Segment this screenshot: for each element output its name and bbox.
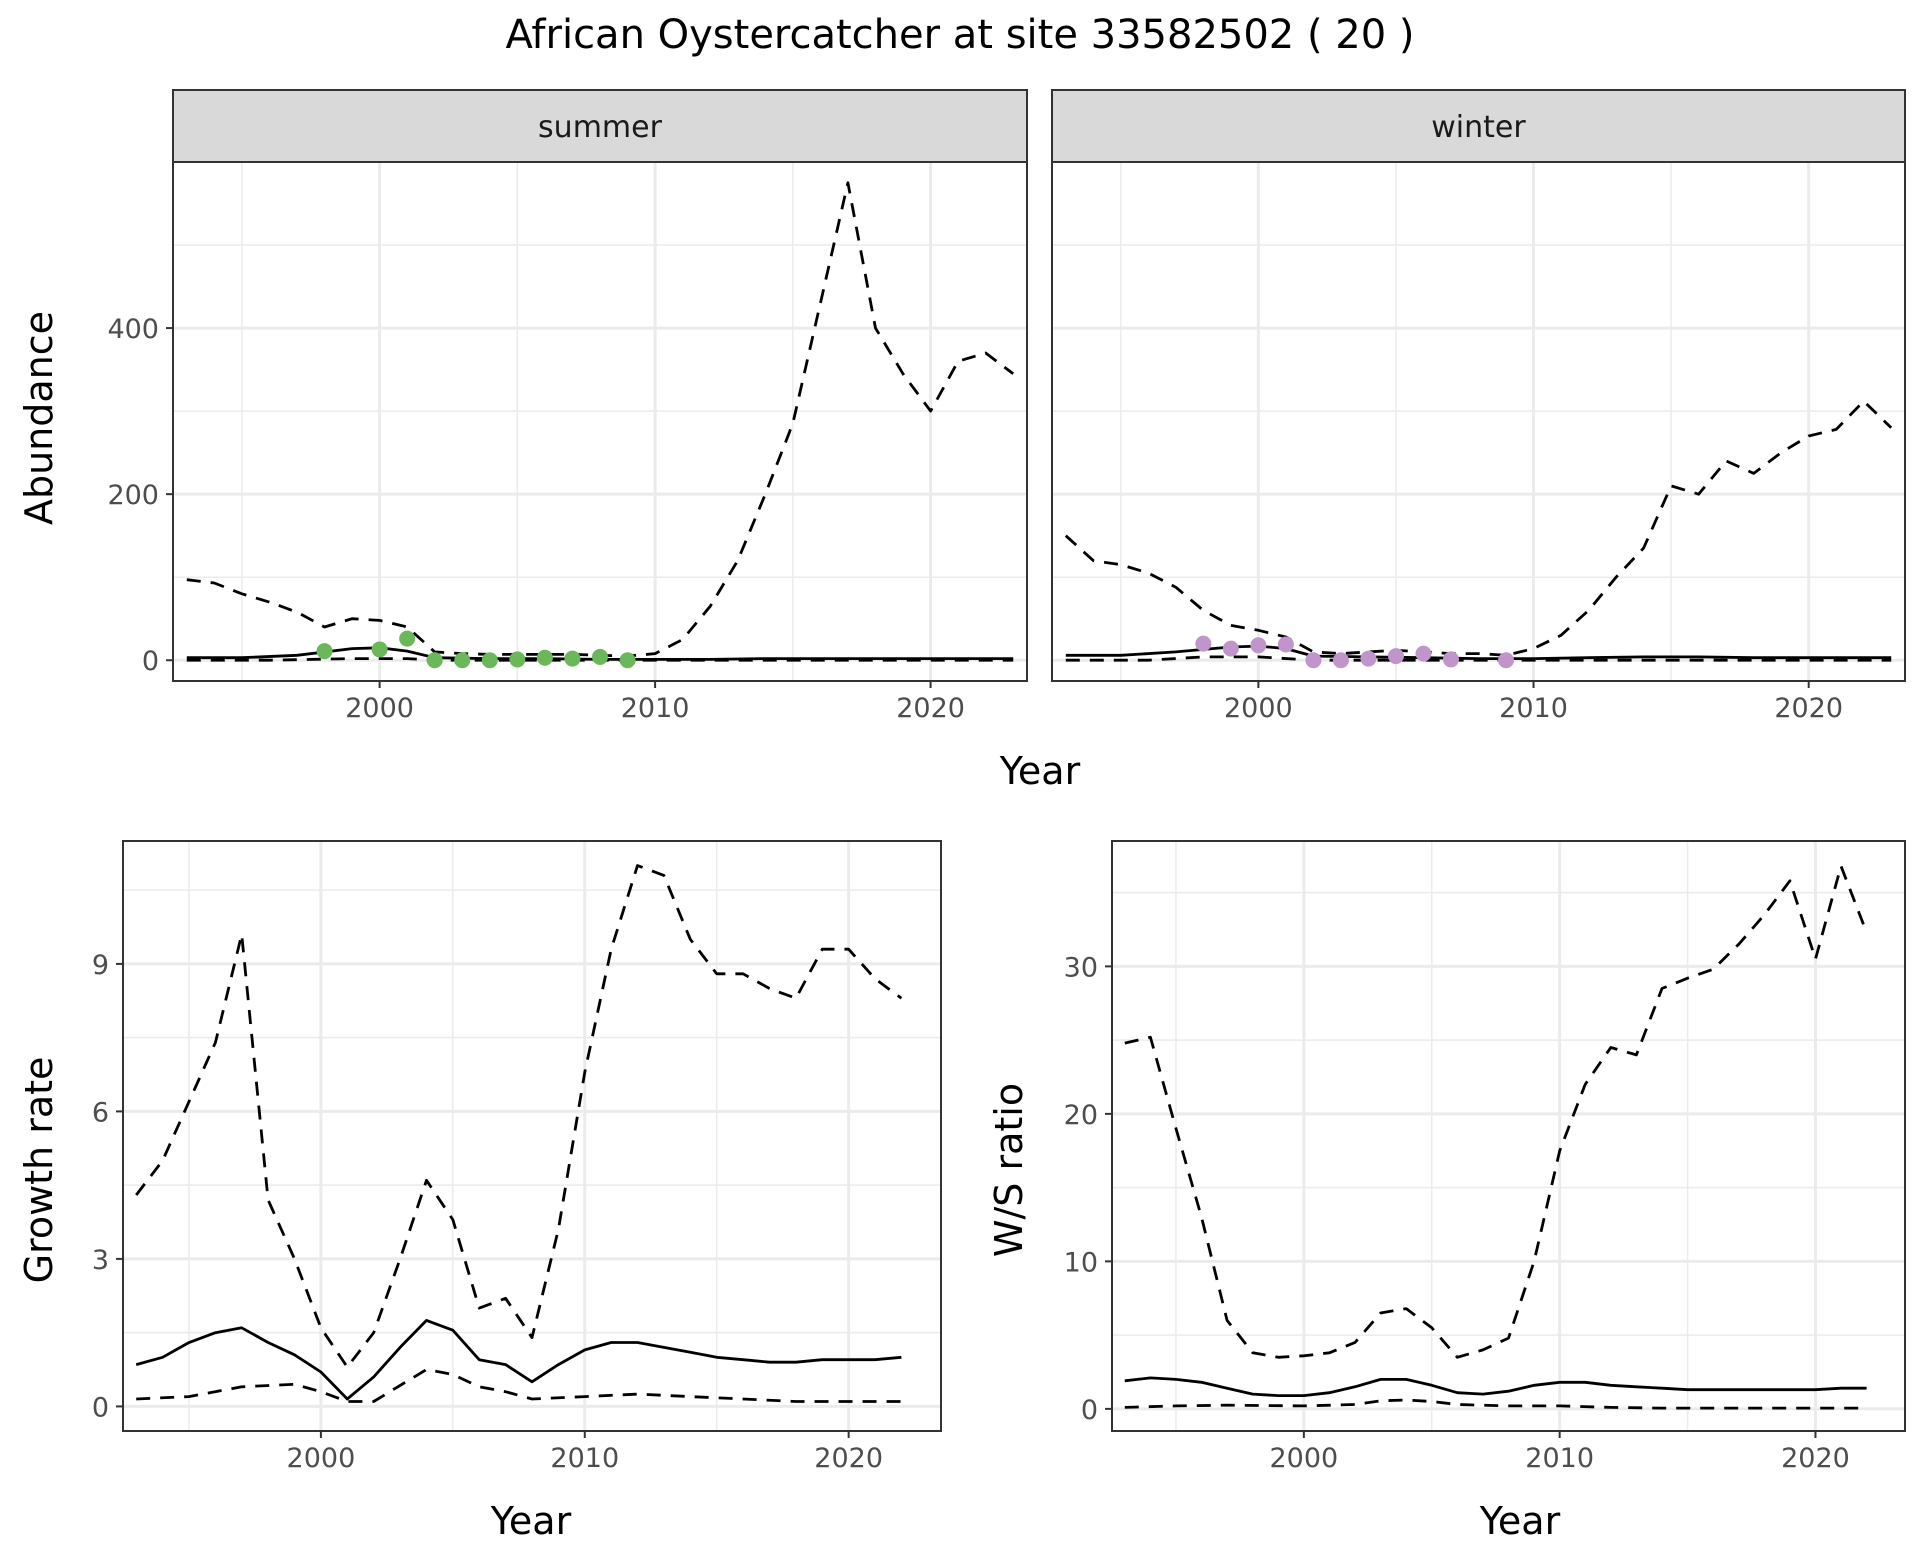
series-line-dashed-upper <box>1064 399 1893 657</box>
data-point <box>536 649 553 666</box>
series-line-dashed-lower <box>1124 1398 1867 1410</box>
growth-x-axis-title: Year <box>490 1499 572 1543</box>
data-point <box>619 652 636 669</box>
data-point <box>1415 645 1432 662</box>
facet-strip-label: summer <box>538 110 663 145</box>
y-tick-label: 10 <box>1064 1247 1098 1278</box>
data-point <box>1498 652 1515 669</box>
y-tick-label: 200 <box>107 480 159 511</box>
x-tick-label: 2020 <box>1774 693 1843 724</box>
y-tick-label: 0 <box>1081 1395 1098 1426</box>
series-line-dashed-upper <box>1124 864 1868 1359</box>
data-point <box>1222 640 1239 657</box>
growth-y-axis-title: Growth rate <box>17 1057 61 1284</box>
x-tick-label: 2010 <box>621 693 690 724</box>
facet-strip <box>1051 89 1906 163</box>
data-point <box>454 652 471 669</box>
ws-x-axis-title: Year <box>1479 1499 1561 1543</box>
y-tick-label: 0 <box>142 646 159 677</box>
facet-strip <box>172 89 1028 163</box>
x-tick-label: 2010 <box>1499 693 1568 724</box>
y-tick-label: 30 <box>1064 952 1098 983</box>
panel-background <box>1112 841 1905 1431</box>
panel-border <box>1111 840 1906 1432</box>
x-tick-label: 2000 <box>1269 1443 1338 1474</box>
data-point <box>426 652 443 669</box>
y-tick-label: 400 <box>107 314 159 345</box>
series-line-dashed-lower <box>1065 655 1892 662</box>
data-point <box>316 643 333 660</box>
data-point <box>509 651 526 668</box>
y-tick-label: 3 <box>92 1245 109 1276</box>
data-point <box>564 650 581 667</box>
figure-title: African Oystercatcher at site 33582502 (… <box>505 12 1414 58</box>
x-tick-label: 2020 <box>1781 1443 1850 1474</box>
x-tick-label: 2020 <box>814 1443 883 1474</box>
y-tick-label: 6 <box>92 1097 109 1128</box>
x-tick-label: 2020 <box>896 693 965 724</box>
series-line-dashed-lower <box>136 1368 902 1403</box>
abundance-panel-summer: 2000 2010 2020 0 200 400 summer <box>107 89 1028 724</box>
data-point <box>1305 652 1322 669</box>
x-tick-label: 2010 <box>550 1443 619 1474</box>
panel-background <box>173 162 1027 681</box>
series-line-dashed-lower <box>186 657 1014 662</box>
x-tick-label: 2000 <box>287 1443 356 1474</box>
data-point <box>371 641 388 658</box>
data-point <box>592 648 608 665</box>
abundance-panel-winter: 2000 2010 2020 winter <box>1051 89 1906 724</box>
data-point <box>1360 650 1377 667</box>
panel-background <box>1052 162 1905 681</box>
data-point <box>1332 652 1349 669</box>
data-point <box>1277 636 1294 653</box>
data-point <box>481 652 498 669</box>
series-line-solid <box>1124 1376 1867 1397</box>
facet-strip-label: winter <box>1431 110 1526 145</box>
data-point <box>1195 635 1212 652</box>
abundance-x-axis-title: Year <box>999 749 1081 793</box>
ws-ratio-panel: 2000 2010 2020 0 10 20 30 <box>1064 840 1906 1474</box>
ws-y-axis-title: W/S ratio <box>987 1083 1031 1257</box>
data-point <box>1250 637 1267 654</box>
y-tick-label: 20 <box>1064 1100 1098 1131</box>
panel-background <box>123 841 941 1431</box>
data-point <box>399 630 416 647</box>
y-tick-label: 9 <box>92 950 109 981</box>
x-tick-label: 2010 <box>1525 1443 1594 1474</box>
growth-rate-panel: 2000 2010 2020 0 3 6 9 <box>92 840 942 1474</box>
x-tick-label: 2000 <box>1224 693 1293 724</box>
data-point <box>1442 651 1459 668</box>
series-line-dashed-upper <box>135 864 903 1369</box>
data-point <box>1387 648 1404 665</box>
y-tick-label: 0 <box>92 1392 109 1423</box>
panel-border <box>122 840 942 1432</box>
abundance-y-axis-title: Abundance <box>17 311 61 525</box>
x-tick-label: 2000 <box>345 693 414 724</box>
series-line-solid <box>135 1319 902 1401</box>
